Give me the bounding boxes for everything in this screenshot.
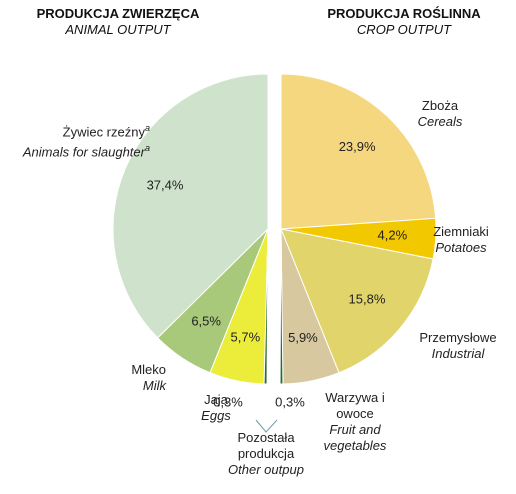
category-label: Ziemniaki Potatoes bbox=[416, 224, 506, 256]
category-label: Żywiec rzeźnya Animals for slaughtera bbox=[10, 120, 150, 161]
label-text: Mleko bbox=[131, 362, 166, 377]
label-text: Przemysłowe bbox=[419, 330, 497, 345]
title-left: PRODUKCJA ZWIERZĘCA ANIMAL OUTPUT bbox=[0, 6, 238, 38]
label-text: Potatoes bbox=[435, 240, 487, 255]
label: Warzywa i owoce bbox=[310, 390, 400, 422]
title: PRODUKCJA ZWIERZĘCA bbox=[36, 6, 200, 21]
label-text: Ziemniaki bbox=[433, 224, 489, 239]
label-text: Animals for slaughter bbox=[22, 144, 145, 160]
title-right: PRODUKCJA ROŚLINNA CROP OUTPUT bbox=[284, 6, 516, 38]
value-label: 15,8% bbox=[349, 292, 386, 307]
label: Żywiec rzeźnya bbox=[10, 120, 150, 140]
value-label: 0,3% bbox=[275, 394, 305, 409]
label: Zboża bbox=[400, 98, 480, 114]
category-label: Mleko Milk bbox=[100, 362, 166, 394]
footnote-marker: a bbox=[144, 143, 150, 154]
label-text: Zboża bbox=[421, 98, 459, 113]
label-en: Fruit and vegetables bbox=[310, 422, 400, 454]
label-text: Cereals bbox=[417, 114, 463, 129]
value-label: 5,9% bbox=[288, 330, 318, 345]
label-text: Warzywa i owoce bbox=[325, 390, 385, 421]
slice bbox=[279, 228, 284, 385]
value-label: 4,2% bbox=[378, 227, 408, 242]
label: Mleko bbox=[100, 362, 166, 378]
other-label: Pozostała produkcja Other outpup bbox=[226, 430, 306, 478]
label-en: Potatoes bbox=[416, 240, 506, 256]
slice bbox=[263, 228, 269, 385]
label-text: Fruit and vegetables bbox=[323, 422, 387, 453]
slice bbox=[280, 73, 437, 230]
category-label: Warzywa i owoce Fruit and vegetables bbox=[310, 390, 400, 454]
category-label: Przemysłowe Industrial bbox=[408, 330, 508, 362]
slice bbox=[280, 228, 434, 374]
label: Przemysłowe bbox=[408, 330, 508, 346]
value-label: 5,7% bbox=[231, 330, 261, 345]
value-label: 37,4% bbox=[147, 177, 184, 192]
label-text: Jaja bbox=[204, 392, 228, 407]
category-label: Jaja Eggs bbox=[186, 392, 246, 424]
label-text: Industrial bbox=[431, 346, 485, 361]
label-en: Industrial bbox=[408, 346, 508, 362]
bracket bbox=[255, 419, 278, 433]
footnote-marker: a bbox=[144, 123, 150, 133]
value-label: 6,5% bbox=[191, 313, 221, 328]
value-label: 0,3% bbox=[213, 394, 243, 409]
label: Ziemniaki bbox=[416, 224, 506, 240]
label-en: Eggs bbox=[186, 408, 246, 424]
slice bbox=[112, 73, 269, 339]
title: PRODUKCJA ROŚLINNA bbox=[327, 6, 481, 21]
label-en: Other outpup bbox=[228, 462, 304, 477]
subtitle: CROP OUTPUT bbox=[356, 22, 452, 37]
value-label: 23,9% bbox=[339, 139, 376, 154]
label-text: Milk bbox=[142, 378, 166, 393]
label-en: Cereals bbox=[400, 114, 480, 130]
subtitle: ANIMAL OUTPUT bbox=[65, 22, 171, 37]
label-en: Milk bbox=[100, 378, 166, 394]
label-text: Eggs bbox=[201, 408, 231, 423]
label-text: Żywiec rzeźny bbox=[62, 124, 145, 140]
category-label: Zboża Cereals bbox=[400, 98, 480, 130]
label: Pozostała produkcja bbox=[237, 430, 295, 461]
label: Jaja bbox=[186, 392, 246, 408]
label-en: Animals for slaughtera bbox=[10, 140, 150, 160]
